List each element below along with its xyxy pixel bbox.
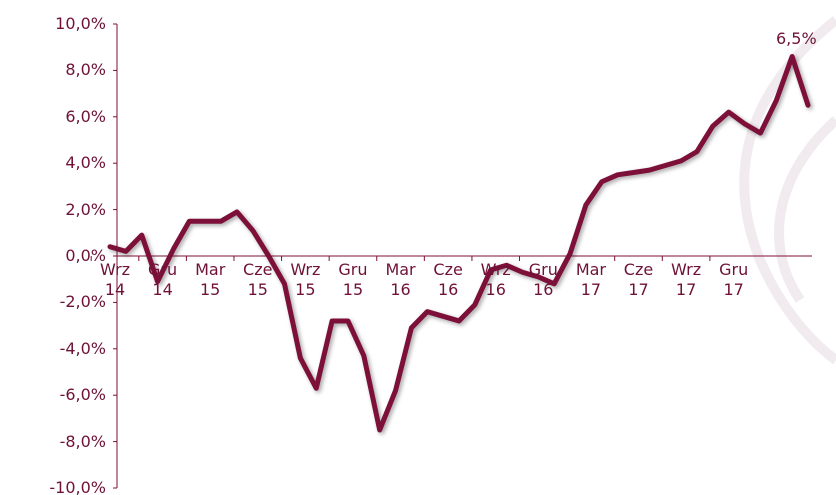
x-tick-label: Mar 17 — [575, 260, 606, 299]
x-tick-label: Gru 16 — [528, 260, 558, 299]
x-tick-label: Wrz 16 — [480, 260, 511, 299]
x-tick-label: Gru 15 — [338, 260, 368, 299]
x-tick-label: Mar 16 — [385, 260, 416, 299]
x-tick-label: Cze 15 — [243, 260, 273, 299]
y-tick-label: -4,0% — [59, 338, 106, 358]
y-tick-label: 2,0% — [65, 199, 106, 219]
x-tick-label: Wrz 14 — [99, 260, 131, 299]
y-tick-label: 6,0% — [65, 106, 106, 126]
decoration — [739, 16, 836, 365]
y-tick-label: 4,0% — [65, 153, 106, 173]
x-tick-label: Cze 16 — [433, 260, 463, 299]
y-tick-label: -6,0% — [59, 385, 106, 405]
series-line — [107, 53, 811, 433]
x-tick-label: Gru 17 — [719, 260, 749, 299]
x-tick-label: Mar 15 — [195, 260, 226, 299]
x-tick-label: Gru 14 — [148, 260, 178, 299]
y-tick-label: 0,0% — [65, 246, 106, 265]
x-tick-label: Wrz 15 — [290, 260, 321, 299]
y-tick-label: -10,0% — [49, 478, 106, 495]
data-label: 6,5% — [776, 29, 817, 49]
leaf — [774, 116, 836, 303]
x-tick-label: Wrz 17 — [671, 260, 702, 299]
x-tick-label: Cze 17 — [623, 260, 654, 299]
y-tick-label: 8,0% — [65, 60, 106, 80]
y-tick-label: -2,0% — [59, 292, 106, 312]
y-tick-label: 10,0% — [55, 14, 106, 33]
y-tick-label: -8,0% — [59, 431, 106, 451]
